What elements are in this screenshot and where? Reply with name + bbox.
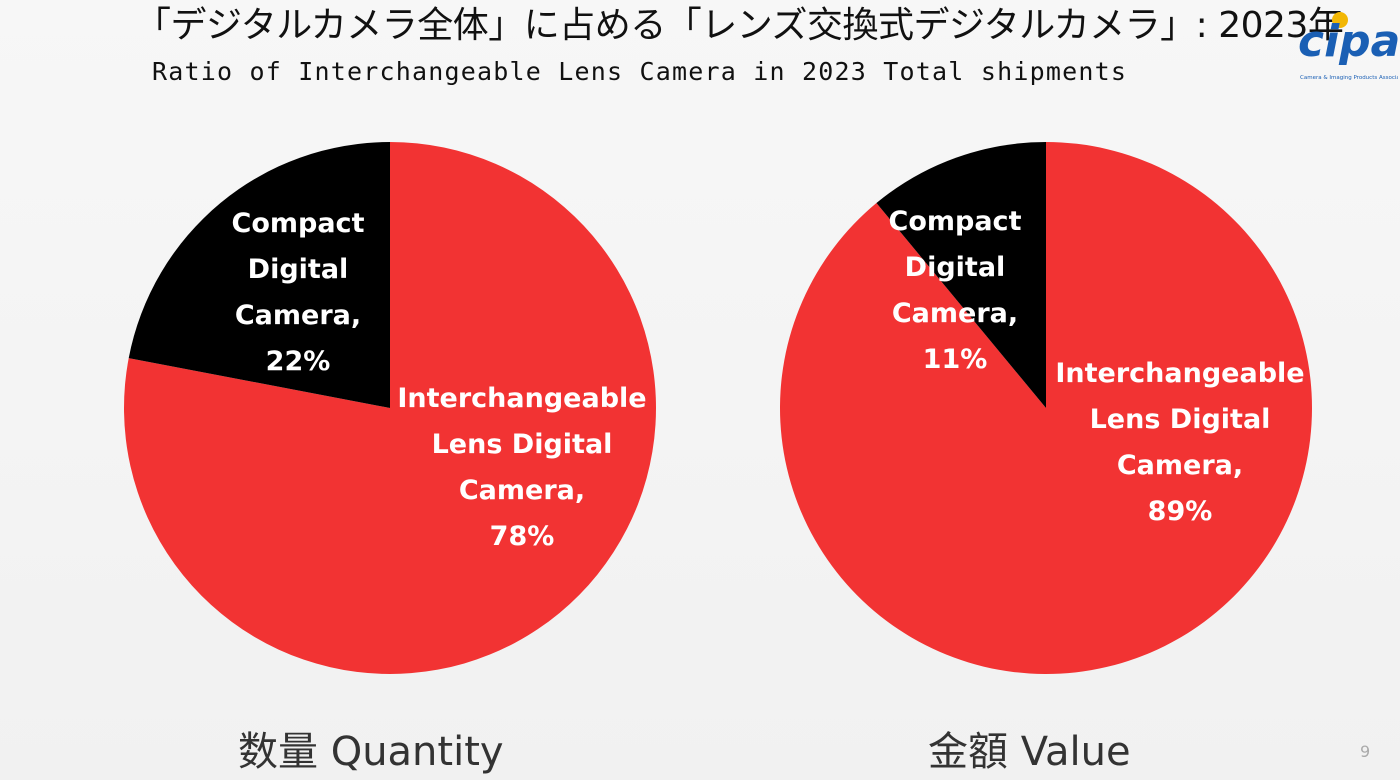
logo-subtitle: Camera & Imaging Products Association bbox=[1300, 75, 1398, 81]
pie-slice-label-compact: Compact Digital Camera, 11% bbox=[889, 206, 1022, 375]
pie-slice-interchangeable-lens bbox=[124, 142, 656, 675]
logo-wordmark: cipa bbox=[1298, 16, 1400, 67]
caption-quantity: 数量 Quantity bbox=[238, 729, 504, 775]
pie-slice-compact bbox=[128, 142, 390, 408]
pie-slice-label-compact: Compact Digital Camera, 22% bbox=[232, 208, 365, 377]
slide-title-japanese: 「デジタルカメラ全体」に占める「レンズ交換式デジタルカメラ」: 2023年 bbox=[135, 5, 1344, 46]
pie-chart-quantity: Interchangeable Lens Digital Camera, 78%Com… bbox=[124, 142, 656, 675]
caption-value: 金額 Value bbox=[928, 729, 1131, 775]
slide-title-english: Ratio of Interchangeable Lens Camera in … bbox=[152, 57, 1128, 86]
pie-slice-compact bbox=[876, 142, 1046, 408]
pie-slice-label-interchangeable-lens: Interchangeable Lens Digital Camera, 89% bbox=[1055, 358, 1304, 527]
logo-dot-icon bbox=[1332, 12, 1348, 28]
cipa-logo: cipa Camera & Imaging Products Associati… bbox=[1298, 8, 1400, 88]
pie-chart-value: Interchangeable Lens Digital Camera, 89%Com… bbox=[780, 142, 1312, 674]
pie-slice-label-interchangeable-lens: Interchangeable Lens Digital Camera, 78% bbox=[397, 383, 646, 552]
page-number: 9 bbox=[1360, 742, 1371, 761]
